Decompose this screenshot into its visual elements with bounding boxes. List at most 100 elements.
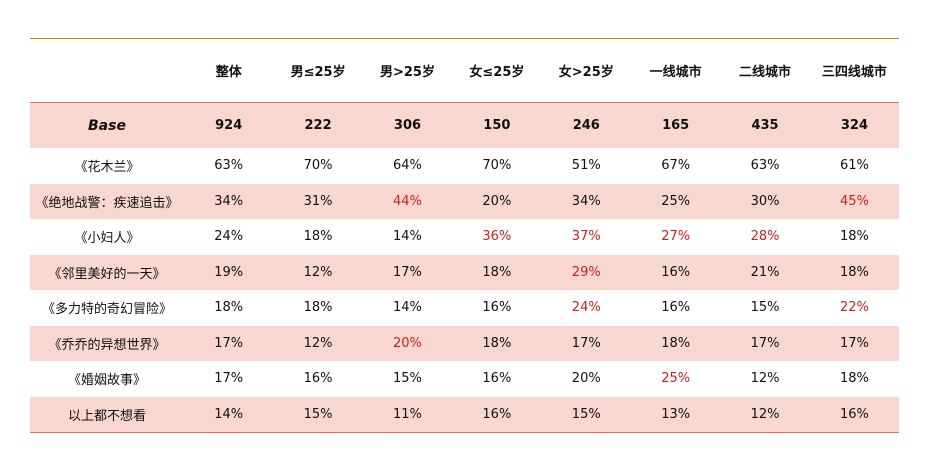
table-row: 《乔乔的异想世界》 17% 12% 20% 18% 17% 18% 17% 17% [30,325,900,361]
column-header: 三四线城市 [821,65,887,80]
table-cell: 17% [809,325,900,361]
table-cell: 16% [452,396,542,433]
table-cell: 44% [362,183,453,219]
table-cell: 13% [630,396,721,433]
table-cell: 67% [661,158,691,174]
table-top-rule [30,38,899,39]
table-cell: 14% [393,300,422,316]
table-cell: 12% [273,254,363,290]
column-header: 女≤25岁 [469,65,525,80]
row-label: 《邻里美好的一天》 [30,254,184,290]
table-cell: 14% [393,229,422,245]
table-cell: 18% [809,254,900,290]
table-cell: 17% [214,371,244,387]
base-value: 924 [184,102,274,148]
table-row: 《多力特的奇幻冒险》 18% 18% 14% 16% 24% 16% 15% 22% [30,290,899,326]
table-cell: 16% [482,371,512,387]
base-value: 324 [809,102,900,148]
table-cell: 15% [541,396,631,433]
table-row: 《小妇人》 24% 18% 14% 36% 37% 27% 28% 18% [30,219,899,255]
table-cell: 19% [184,254,274,290]
table-cell: 12% [720,396,810,433]
column-header: 整体 [215,65,242,80]
table-cell: 25% [630,183,721,219]
row-label: 以上都不想看 [30,396,184,433]
base-row: Base 924 222 306 150 246 165 435 324 [30,102,900,148]
column-header: 一线城市 [649,65,702,80]
table-cell: 34% [184,183,274,219]
table-cell: 25% [661,371,691,387]
row-label: 《多力特的奇幻冒险》 [41,302,172,318]
table-row: 《婚姻故事》 17% 16% 15% 16% 20% 25% 12% 18% [30,361,899,397]
table-cell: 24% [214,229,244,245]
table-row: 《绝地战警：疾速追击》 34% 31% 44% 20% 34% 25% 30% 45% [30,183,900,219]
table-cell: 64% [393,158,422,174]
column-header: 二线城市 [739,65,792,80]
base-value: 435 [720,102,810,148]
table-cell: 11% [362,396,453,433]
column-header: 男≤25岁 [290,65,346,80]
table-cell: 34% [541,183,631,219]
base-value: 306 [362,102,453,148]
table-row: 《花木兰》 63% 70% 64% 70% 51% 67% 63% 61% [30,148,899,184]
table-cell: 27% [661,229,691,245]
table-cell: 14% [184,396,274,433]
table-cell: 18% [839,371,869,387]
row-label: 《婚姻故事》 [67,373,146,389]
table-cell: 18% [630,325,721,361]
table-cell: 16% [630,254,721,290]
table-cell: 17% [720,325,810,361]
table-cell: 16% [809,396,900,433]
table-cell: 36% [482,229,512,245]
base-value: 165 [630,102,721,148]
table-cell: 20% [362,325,453,361]
base-value: 222 [273,102,363,148]
column-header: 女>25岁 [558,65,614,80]
table-cell: 18% [303,229,333,245]
table-cell: 20% [571,371,601,387]
table-cell: 61% [839,158,869,174]
row-label: 《花木兰》 [74,160,140,176]
table-cell: 24% [571,300,601,316]
table-cell: 15% [273,396,363,433]
table-cell: 12% [273,325,363,361]
table-cell: 18% [452,254,542,290]
table-cell: 21% [720,254,810,290]
row-label: 《绝地战警：疾速追击》 [30,183,184,219]
table-row: 《邻里美好的一天》 19% 12% 17% 18% 29% 16% 21% 18% [30,254,900,290]
table-cell: 45% [809,183,900,219]
table-cell: 15% [750,300,780,316]
table-cell: 70% [303,158,333,174]
column-header: 男>25岁 [379,65,435,80]
table-cell: 18% [214,300,244,316]
table-cell: 12% [750,371,780,387]
base-value: 150 [452,102,542,148]
table-cell: 16% [482,300,512,316]
header-row: 整体 男≤25岁 男>25岁 女≤25岁 女>25岁 一线城市 二线城市 三四线… [30,39,899,103]
table-cell: 20% [452,183,542,219]
table-cell: 30% [720,183,810,219]
table-cell: 37% [571,229,601,245]
table-cell: 70% [482,158,512,174]
table-cell: 63% [214,158,244,174]
table-row: 以上都不想看 14% 15% 11% 16% 15% 13% 12% 16% [30,396,900,433]
table-cell: 18% [452,325,542,361]
table-cell: 22% [839,300,869,316]
row-label: 《乔乔的异想世界》 [30,325,184,361]
table-cell: 51% [571,158,601,174]
table-cell: 17% [541,325,631,361]
survey-table: 整体 男≤25岁 男>25岁 女≤25岁 女>25岁 一线城市 二线城市 三四线… [30,39,900,433]
table-cell: 18% [839,229,869,245]
table-cell: 18% [303,300,333,316]
table-cell: 29% [541,254,631,290]
header-corner [30,39,184,103]
row-label: 《小妇人》 [74,231,140,247]
table-cell: 17% [362,254,453,290]
table-cell: 28% [750,229,780,245]
table-cell: 31% [273,183,363,219]
base-label: Base [30,102,184,148]
table-cell: 17% [184,325,274,361]
table-cell: 16% [661,300,691,316]
table-cell: 63% [750,158,780,174]
table-cell: 15% [393,371,422,387]
